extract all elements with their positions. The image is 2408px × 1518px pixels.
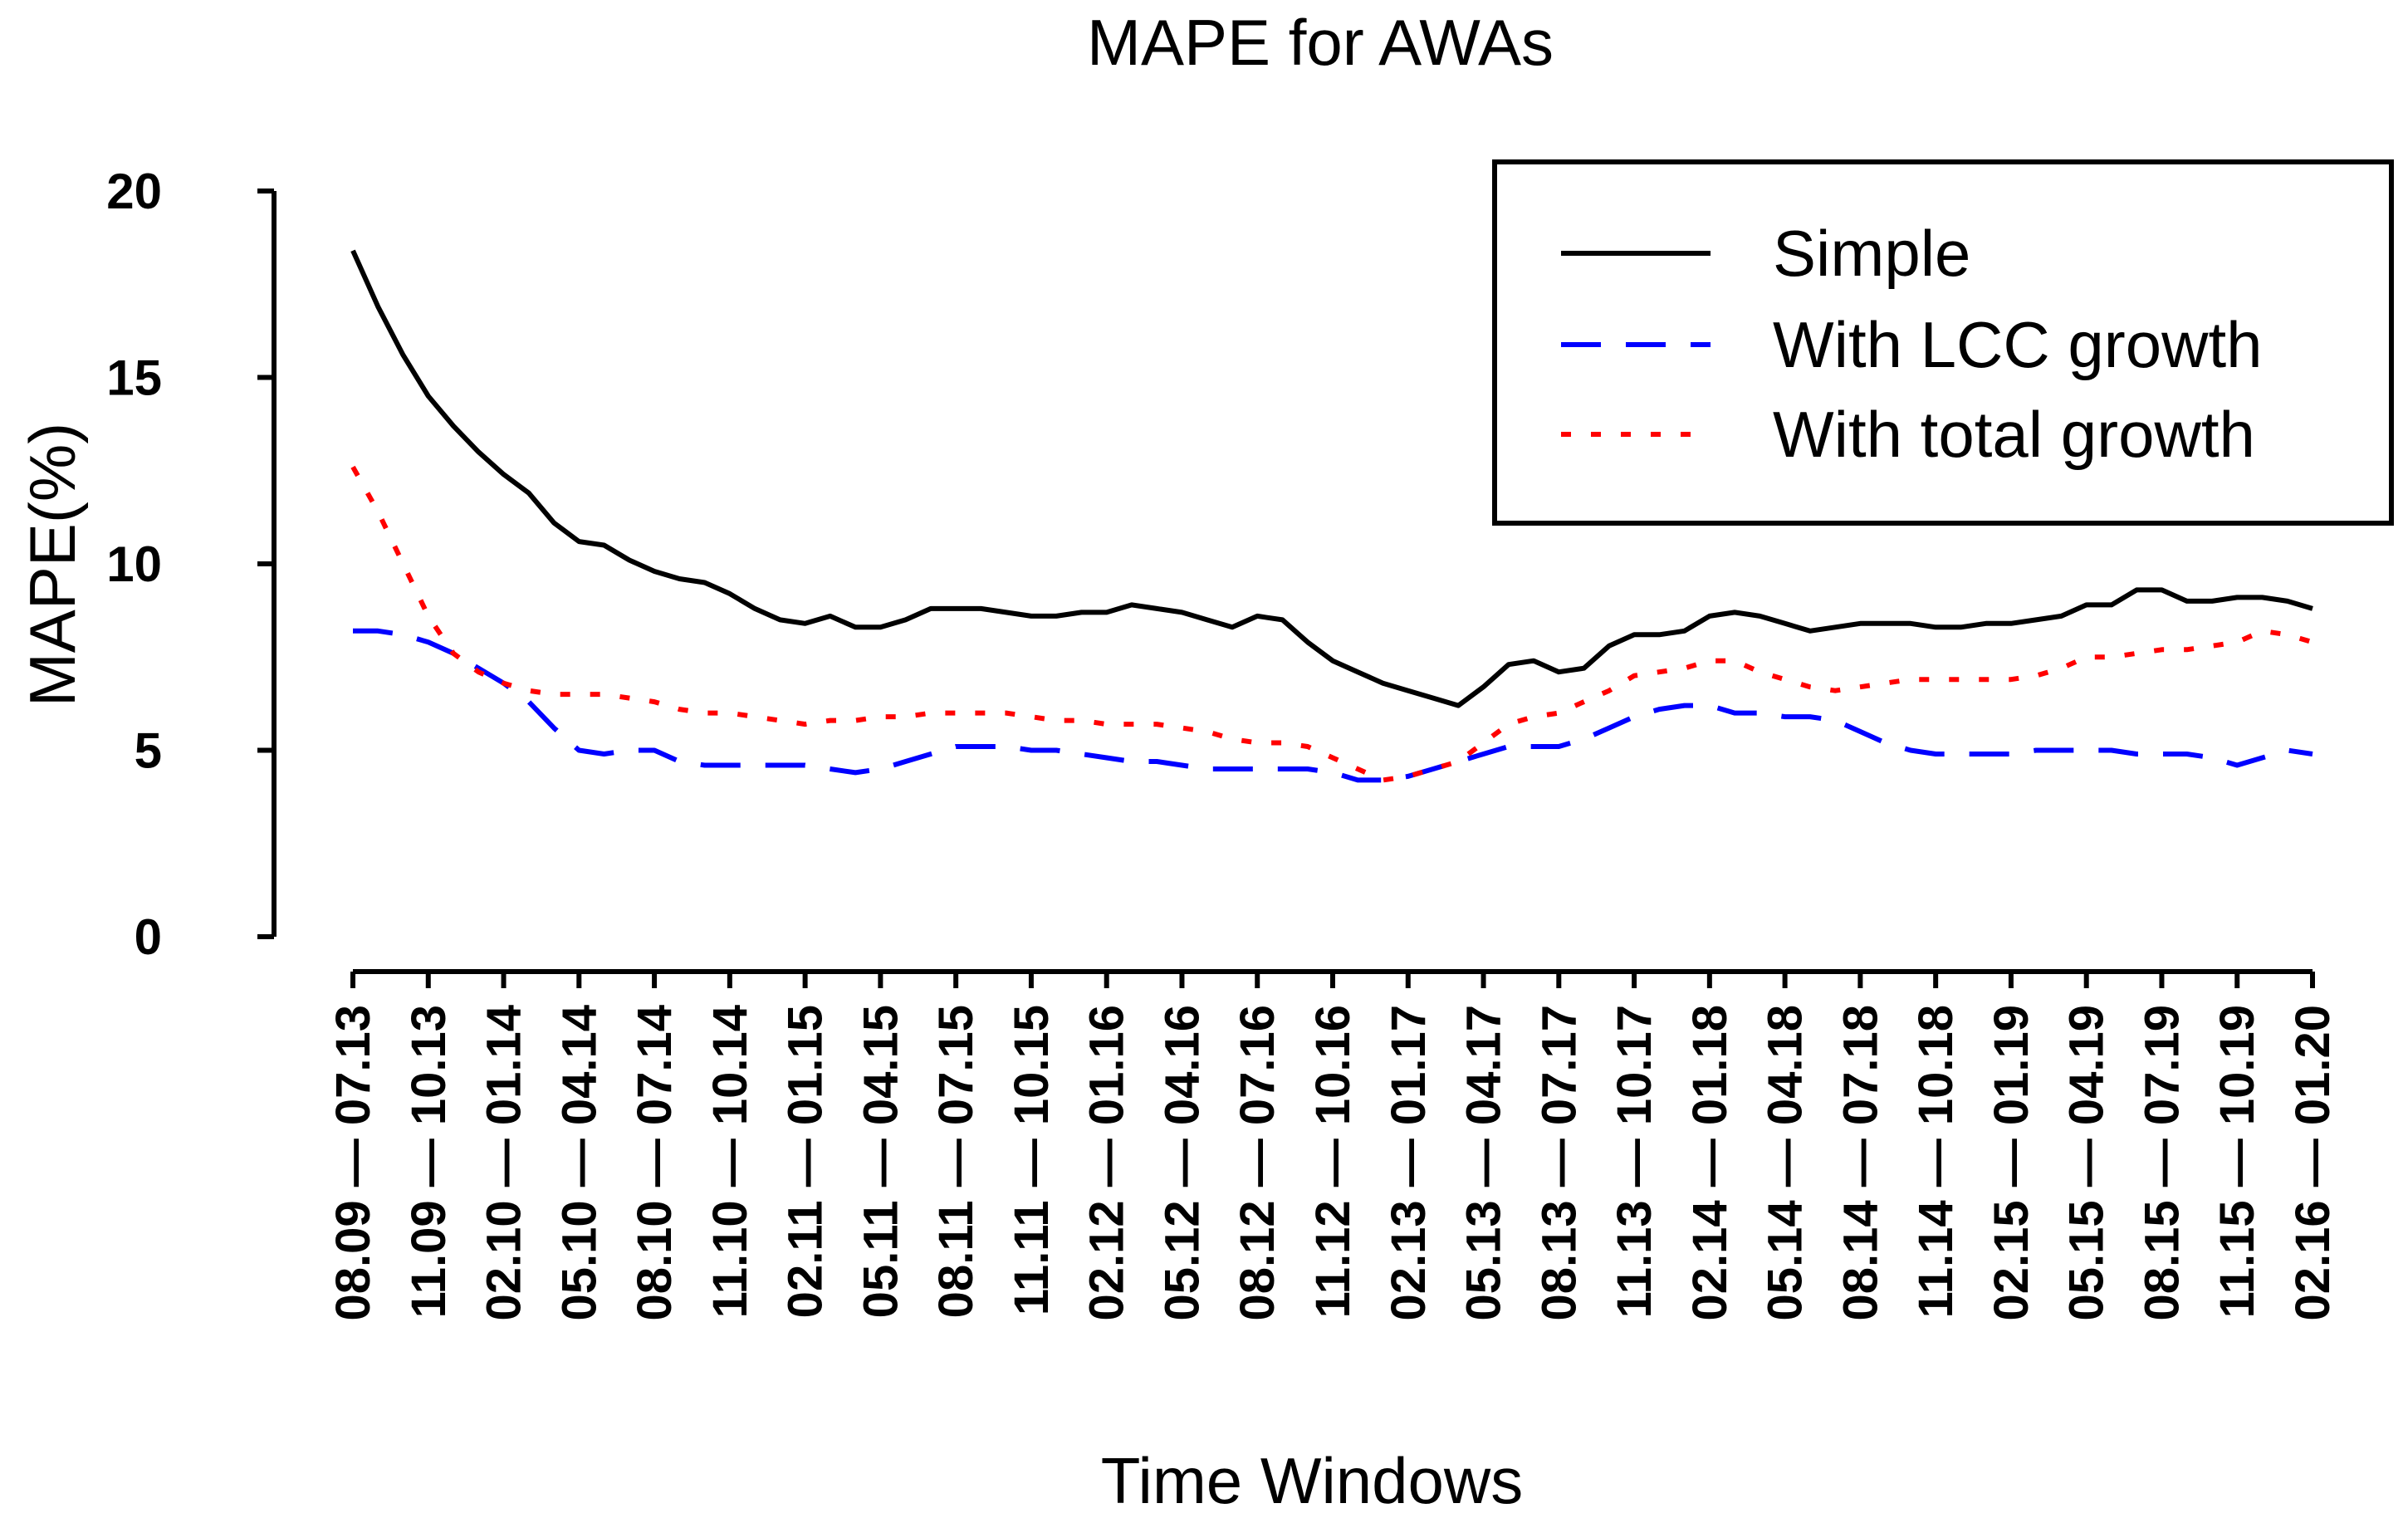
x-tick-label: 02.15 — 01.19 bbox=[1985, 1005, 2038, 1321]
x-tick-label: 05.13 — 04.17 bbox=[1457, 1005, 1511, 1321]
y-axis: 0 5 10 15 20 bbox=[106, 164, 277, 965]
x-tick-label: 08.11 — 07.15 bbox=[929, 1005, 983, 1318]
y-tick-label: 0 bbox=[135, 909, 162, 965]
x-tick-label: 08.13 — 07.17 bbox=[1532, 1005, 1586, 1321]
legend: Simple With LCC growth With total growth bbox=[1492, 159, 2394, 526]
chart-title: MAPE for AWAs bbox=[1087, 6, 1554, 79]
x-axis-label: Time Windows bbox=[1101, 1444, 1524, 1514]
x-tick-label: 08.14 — 07.18 bbox=[1833, 1005, 1887, 1321]
y-tick-label: 15 bbox=[106, 350, 162, 406]
x-tick-label: 02.11 — 01.15 bbox=[779, 1005, 833, 1318]
x-tick-label: 05.15 — 04.19 bbox=[2060, 1005, 2114, 1321]
x-tick-label: 11.13 — 10.17 bbox=[1608, 1005, 1662, 1318]
x-tick-label: 11.09 — 10.13 bbox=[402, 1005, 456, 1318]
legend-label: Simple bbox=[1773, 217, 1970, 290]
x-tick-label: 08.15 — 07.19 bbox=[2135, 1005, 2189, 1321]
series-line-with-total-growth bbox=[350, 465, 2313, 783]
x-tick-label: 11.11 — 10.15 bbox=[1005, 1005, 1059, 1315]
y-tick-label: 10 bbox=[106, 536, 162, 592]
x-tick-label: 08.12 — 07.16 bbox=[1231, 1005, 1285, 1321]
x-tick-label: 11.15 — 10.19 bbox=[2210, 1005, 2264, 1318]
x-tick-label: 05.14 — 04.18 bbox=[1759, 1005, 1813, 1321]
x-tick-label: 02.14 — 01.18 bbox=[1683, 1005, 1737, 1321]
legend-label: With LCC growth bbox=[1773, 308, 2263, 381]
x-tick-label: 08.09 — 07.13 bbox=[326, 1005, 380, 1321]
series-group bbox=[350, 249, 2313, 783]
x-tick-label: 11.10 — 10.14 bbox=[703, 1005, 757, 1318]
x-tick-label: 02.16 — 01.20 bbox=[2286, 1005, 2340, 1321]
y-tick-label: 20 bbox=[106, 164, 162, 219]
series-line-simple bbox=[350, 249, 2313, 708]
series-line-with-lcc-growth bbox=[353, 628, 2313, 783]
y-axis-label: MAPE(%) bbox=[16, 423, 89, 707]
legend-label: With total growth bbox=[1773, 398, 2255, 471]
y-tick-label: 5 bbox=[135, 723, 162, 779]
x-tick-label: 11.14 — 10.18 bbox=[1909, 1005, 1963, 1318]
x-tick-label: 02.12 — 01.16 bbox=[1080, 1005, 1134, 1321]
x-tick-label: 05.11 — 04.15 bbox=[854, 1005, 908, 1318]
x-tick-label: 05.12 — 04.16 bbox=[1155, 1005, 1209, 1321]
x-axis: 08.09 — 07.13 11.09 — 10.13 02.10 — 01.14 0… bbox=[326, 969, 2340, 1321]
x-tick-label: 02.10 — 01.14 bbox=[477, 1005, 531, 1321]
legend-entries: Simple With LCC growth With total growth bbox=[1561, 217, 2263, 471]
x-tick-label: 11.12 — 10.16 bbox=[1306, 1005, 1360, 1318]
x-tick-label: 02.13 — 01.17 bbox=[1382, 1005, 1436, 1321]
x-tick-label: 05.10 — 04.14 bbox=[552, 1005, 606, 1321]
x-tick-label: 08.10 — 07.14 bbox=[628, 1005, 682, 1321]
